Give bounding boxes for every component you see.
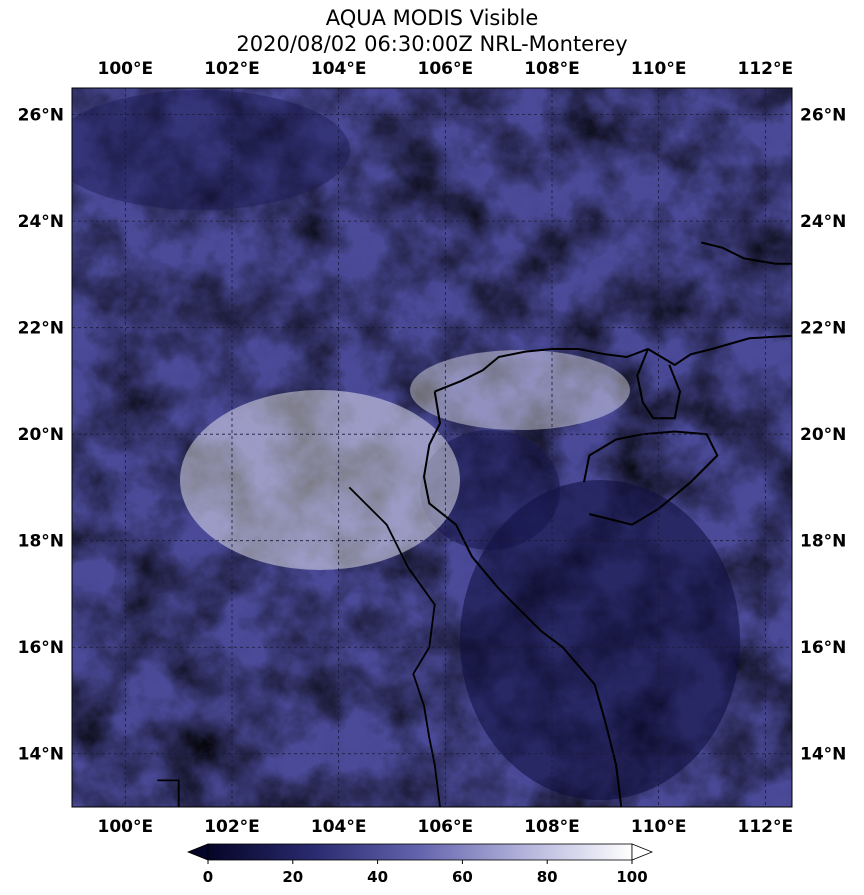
colorbar-tick-label: 40 <box>367 868 388 886</box>
colorbar-tick-label: 100 <box>616 868 647 886</box>
lon-tick-label: 100°E <box>98 59 154 79</box>
lat-tick-label: 20°N <box>800 425 846 445</box>
lat-tick-label: 24°N <box>18 212 64 232</box>
lon-tick-label: 100°E <box>98 817 154 837</box>
lat-tick-label: 26°N <box>18 106 64 126</box>
lat-tick-label: 20°N <box>18 425 64 445</box>
colorbar-tick-label: 20 <box>282 868 303 886</box>
colorbar-gradient <box>207 843 633 861</box>
lon-tick-label: 102°E <box>204 817 260 837</box>
lon-tick-label: 102°E <box>204 59 260 79</box>
lon-tick-label: 110°E <box>631 817 687 837</box>
map-subtitle: 2020/08/02 06:30:00Z NRL-Monterey <box>236 32 628 56</box>
border-misc <box>157 779 180 807</box>
lat-tick-label: 16°N <box>18 638 64 658</box>
lat-tick-label: 16°N <box>800 638 846 658</box>
lon-tick-label: 112°E <box>738 817 794 837</box>
colorbar-tick-label: 60 <box>452 868 473 886</box>
colorbar-tick-label: 80 <box>537 868 558 886</box>
map-title: AQUA MODIS Visible <box>325 6 539 30</box>
lat-tick-label: 26°N <box>800 106 846 126</box>
border-laos_thai <box>348 486 441 807</box>
colorbar-extend-low <box>186 843 209 861</box>
colorbar-tick-label: 0 <box>203 868 213 886</box>
plot-frame <box>71 87 793 808</box>
lon-tick-label: 108°E <box>524 59 580 79</box>
coastline-leizhou_west <box>636 348 682 420</box>
lon-tick-label: 104°E <box>311 817 367 837</box>
gridlines <box>72 88 792 807</box>
lon-tick-label: 108°E <box>524 817 580 837</box>
colorbar-extend-high <box>631 843 654 861</box>
coastline-vietnam_coast <box>422 391 623 807</box>
lat-tick-label: 22°N <box>18 319 64 339</box>
lon-tick-label: 104°E <box>311 59 367 79</box>
colorbar: 0 20 40 60 80 100 <box>186 843 654 886</box>
lat-tick-label: 14°N <box>18 745 64 765</box>
coastline-hainan <box>583 430 719 526</box>
lat-tick-label: 14°N <box>800 745 846 765</box>
lon-tick-label: 106°E <box>418 59 474 79</box>
lat-tick-label: 24°N <box>800 212 846 232</box>
lon-tick-label: 110°E <box>631 59 687 79</box>
lat-tick-label: 18°N <box>800 532 846 552</box>
lon-tick-label: 106°E <box>418 817 474 837</box>
lat-tick-label: 18°N <box>18 532 64 552</box>
coastline-gulf_of_tonkin <box>434 334 792 393</box>
satellite-imagery <box>72 88 792 807</box>
coastline-china_north <box>701 241 792 265</box>
lon-tick-label: 112°E <box>738 59 794 79</box>
lat-tick-label: 22°N <box>800 319 846 339</box>
